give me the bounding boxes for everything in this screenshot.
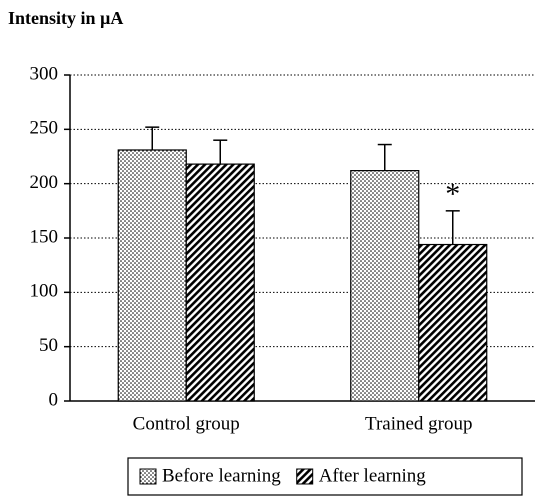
- bar: [185, 163, 255, 402]
- x-tick-label: Trained group: [365, 413, 473, 434]
- legend-swatch: [296, 468, 314, 485]
- y-tick-label: 100: [30, 281, 59, 302]
- bar: [418, 243, 488, 402]
- legend-swatch: [139, 468, 157, 485]
- y-tick-label: 300: [30, 63, 59, 84]
- annotation: *: [445, 178, 460, 211]
- chart-title: Intensity in µA: [8, 8, 123, 28]
- bar: [350, 170, 420, 402]
- y-tick-label: 50: [39, 335, 58, 356]
- y-tick-label: 0: [49, 389, 59, 410]
- y-tick-label: 150: [30, 226, 59, 247]
- legend-label: After learning: [319, 465, 427, 486]
- y-tick-label: 200: [30, 172, 59, 193]
- x-tick-label: Control group: [133, 413, 240, 434]
- legend-box: [127, 457, 523, 496]
- bar: [117, 149, 187, 402]
- legend-label: Before learning: [162, 465, 281, 486]
- y-tick-label: 250: [30, 118, 59, 139]
